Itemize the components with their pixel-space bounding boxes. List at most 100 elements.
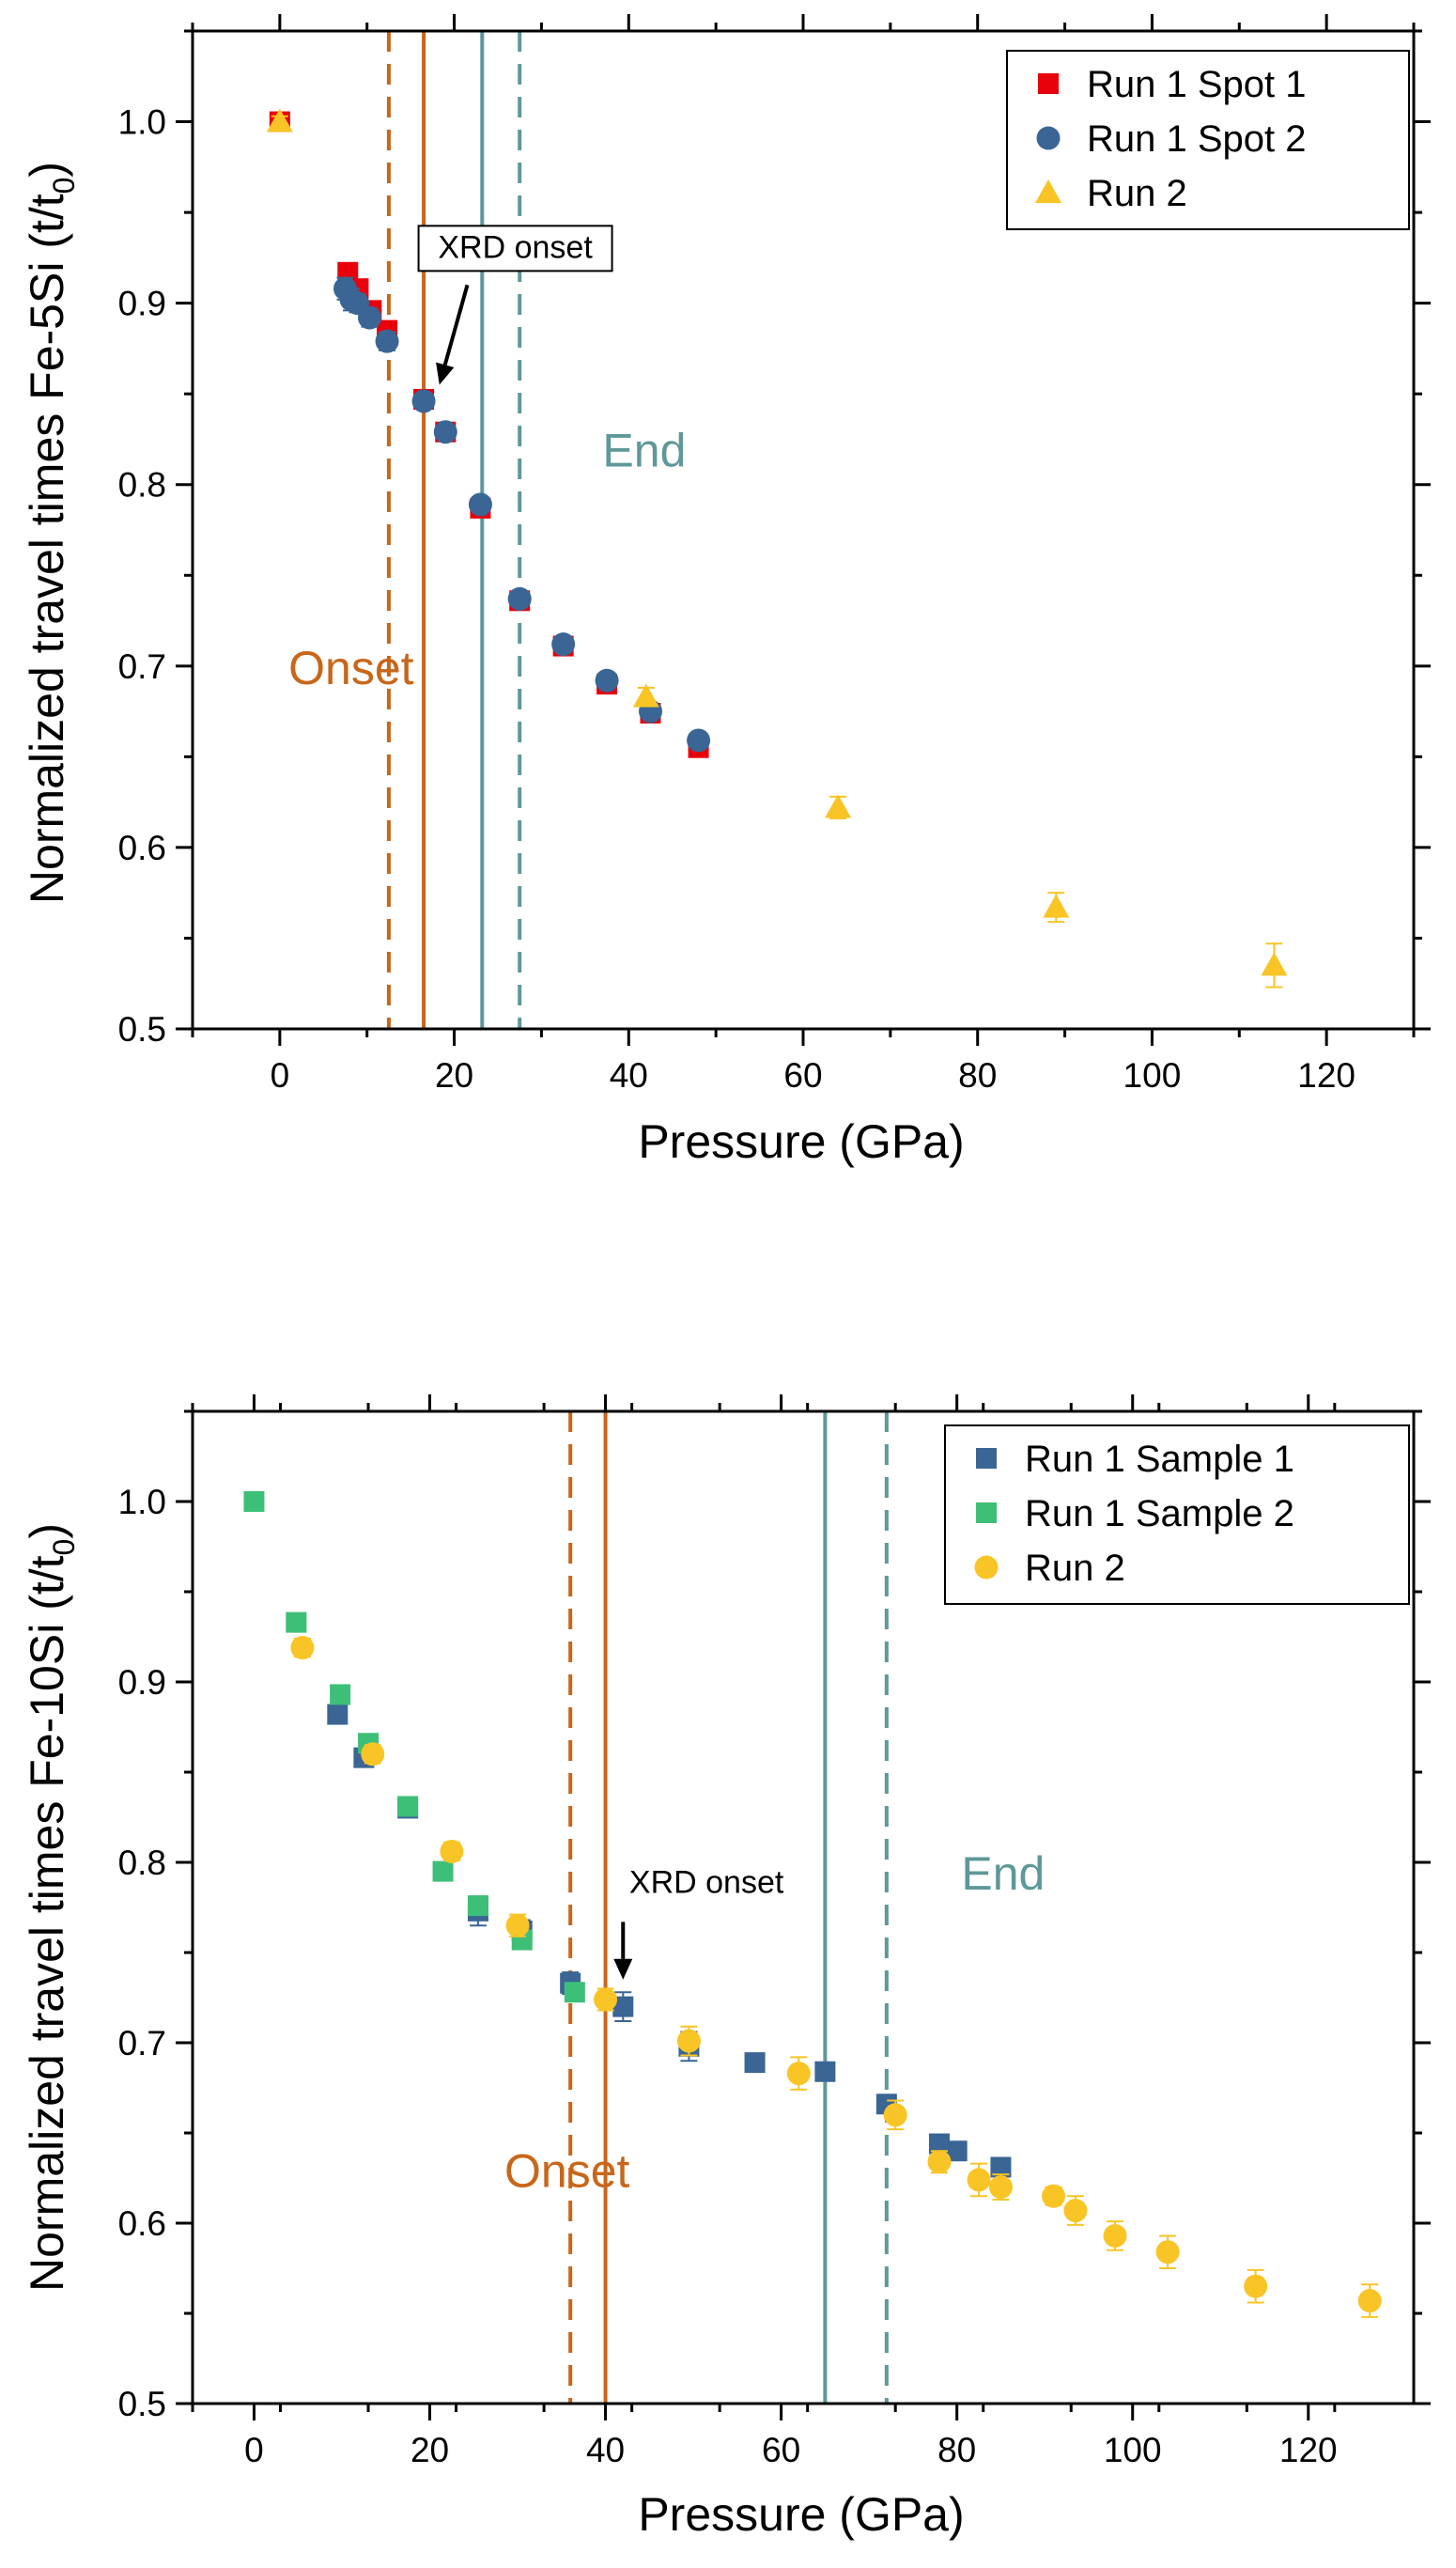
series-run-1-sample-1 <box>327 1704 1012 2178</box>
data-point <box>411 389 436 413</box>
legend: Run 1 Sample 1 Run 1 Sample 2 Run 2 <box>944 1424 1410 1605</box>
data-point <box>361 1742 385 1766</box>
legend-label: Run 1 Sample 2 <box>1025 1493 1294 1534</box>
y-tick-label: 0.9 <box>118 285 166 323</box>
legend: Run 1 Spot 1 Run 1 Spot 2 Run 2 <box>1006 50 1410 230</box>
legend-marker <box>1035 179 1061 203</box>
y-tick-label: 0.8 <box>118 1844 166 1882</box>
y-tick-label: 1.0 <box>118 1483 166 1521</box>
data-point <box>946 2140 968 2162</box>
plot-frame <box>191 1409 1416 2405</box>
x-tick-label: 20 <box>410 2431 449 2469</box>
data-point <box>1042 2184 1066 2208</box>
series-run-2 <box>290 1636 1382 2318</box>
x-tick-label: 80 <box>937 2431 976 2469</box>
data-point <box>243 1491 265 1512</box>
y-tick-label: 0.5 <box>118 2385 166 2423</box>
callout-box <box>417 225 613 272</box>
x-tick-label: 40 <box>586 2431 625 2469</box>
data-point <box>928 2133 950 2155</box>
y-tick-label: 0.6 <box>118 2204 166 2243</box>
data-point <box>594 1987 618 2012</box>
x-tick-label: 100 <box>1123 1056 1182 1095</box>
x-axis-title: Pressure (GPa) <box>638 2488 964 2541</box>
y-tick-label: 1.0 <box>118 103 166 142</box>
data-point <box>687 728 711 753</box>
data-point <box>927 2150 952 2174</box>
y-axis-title: Normalized travel times Fe-10Si (t/t0) <box>21 1523 81 2292</box>
legend-label: Run 1 Sample 1 <box>1025 1439 1294 1480</box>
data-point <box>266 108 293 132</box>
legend-label: Run 2 <box>1025 1548 1125 1589</box>
series-run-1-spot-2 <box>333 276 711 753</box>
data-point <box>676 2029 701 2053</box>
data-point <box>433 420 457 444</box>
xrd-onset-arrow-head <box>613 1958 633 1980</box>
x-tick-label: 80 <box>958 1056 997 1095</box>
data-point <box>632 683 659 708</box>
data-point <box>505 1913 530 1938</box>
data-point <box>595 668 619 693</box>
xrd-onset-label: XRD onset <box>629 1865 784 1901</box>
data-point <box>468 492 492 517</box>
data-point <box>744 2052 766 2074</box>
data-point <box>375 329 399 353</box>
series-run-1-sample-2 <box>243 1491 585 2003</box>
legend-box <box>1006 50 1410 230</box>
x-tick-label: 0 <box>271 1056 290 1095</box>
data-point <box>988 2175 1013 2200</box>
legend-label: Run 1 Spot 2 <box>1087 118 1307 160</box>
y-tick-label: 0.8 <box>118 466 166 505</box>
legend-marker <box>974 1555 999 1580</box>
data-point <box>990 2156 1012 2178</box>
legend-marker <box>1038 73 1059 94</box>
data-point <box>440 1839 464 1863</box>
data-point <box>330 1684 351 1705</box>
onset-label: Onset <box>504 2145 630 2198</box>
data-point <box>327 1704 349 1725</box>
data-point <box>612 1996 634 2017</box>
data-point <box>286 1611 307 1633</box>
end-label: End <box>961 1847 1045 1900</box>
data-point <box>1043 894 1070 918</box>
xrd-onset-arrow-head <box>436 362 455 385</box>
legend-label: Run 1 Spot 1 <box>1087 64 1307 105</box>
x-axis-title: Pressure (GPa) <box>638 1115 964 1168</box>
y-tick-label: 0.9 <box>118 1663 166 1702</box>
legend-box <box>944 1424 1410 1605</box>
data-point <box>814 2061 836 2082</box>
data-point <box>883 2103 907 2127</box>
data-point <box>1357 2289 1382 2313</box>
x-tick-label: 120 <box>1297 1056 1355 1095</box>
series-run-2 <box>266 108 1288 988</box>
data-point <box>397 1796 419 1817</box>
y-tick-label: 0.6 <box>118 829 166 867</box>
data-point <box>967 2168 991 2192</box>
legend-marker <box>1036 126 1061 150</box>
x-tick-label: 60 <box>762 2431 800 2469</box>
legend-marker <box>976 1502 997 1523</box>
data-point <box>358 305 381 330</box>
data-point <box>1103 2223 1127 2248</box>
data-point <box>551 632 576 657</box>
data-point <box>1261 952 1288 976</box>
x-tick-label: 40 <box>610 1056 648 1095</box>
x-tick-label: 20 <box>435 1056 473 1095</box>
panel-fe10si: Pressure (GPa) Normalized travel times F… <box>21 1394 1431 2541</box>
legend-marker <box>976 1448 997 1469</box>
data-point <box>786 2062 811 2086</box>
x-tick-label: 100 <box>1104 2431 1162 2469</box>
data-point <box>1244 2274 1268 2298</box>
y-tick-label: 0.7 <box>118 2024 166 2062</box>
data-point <box>1155 2240 1180 2265</box>
data-point <box>564 1982 585 2003</box>
y-tick-label: 0.7 <box>118 647 166 686</box>
data-point <box>1063 2199 1088 2223</box>
data-point <box>507 586 532 611</box>
data-point <box>825 794 852 818</box>
x-tick-label: 60 <box>783 1056 822 1095</box>
end-label: End <box>602 424 686 476</box>
onset-label: Onset <box>288 642 414 694</box>
x-tick-label: 120 <box>1279 2431 1338 2469</box>
